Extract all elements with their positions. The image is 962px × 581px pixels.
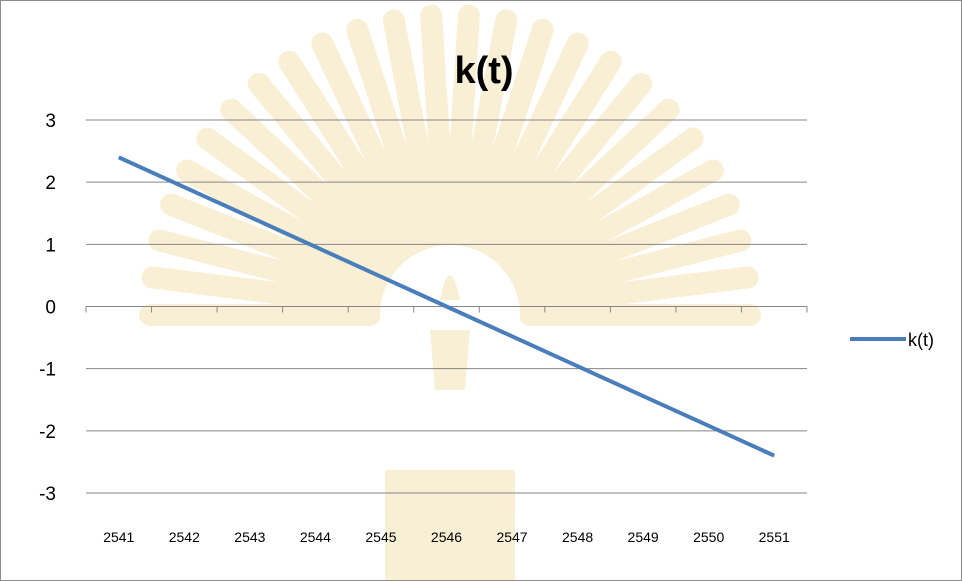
x-tick-label: 2547 <box>496 529 527 545</box>
y-axis-tick-labels: 3 2 1 0 -1 -2 -3 <box>39 111 56 505</box>
series-group <box>117 155 776 458</box>
gridlines <box>86 119 807 494</box>
x-tick-label: 2543 <box>234 529 265 545</box>
x-tick-label: 2550 <box>693 529 724 545</box>
y-tick-label: 3 <box>45 111 56 132</box>
x-tick-label: 2542 <box>169 529 200 545</box>
chart-title: k(t) <box>454 50 513 92</box>
y-tick-label: 0 <box>45 298 56 319</box>
x-tick-label: 2544 <box>300 529 331 545</box>
y-tick-label: -3 <box>39 484 56 505</box>
x-tick-label: 2541 <box>103 529 134 545</box>
x-tick-label: 2551 <box>759 529 790 545</box>
x-axis-tick-labels: 2541 2542 2543 2544 2545 2546 2547 2548 2549 2550… <box>103 529 790 545</box>
legend-label-kt: k(t) <box>908 330 934 350</box>
y-tick-label: -2 <box>39 422 56 443</box>
x-tick-label: 2548 <box>562 529 593 545</box>
x-tick-label: 2546 <box>431 529 462 545</box>
y-tick-label: 2 <box>45 173 56 194</box>
x-tick-label: 2545 <box>365 529 396 545</box>
y-tick-label: 1 <box>45 235 56 256</box>
x-tick-label: 2549 <box>628 529 659 545</box>
series-line-kt <box>117 155 776 458</box>
y-tick-label: -1 <box>39 360 56 381</box>
legend: k(t) <box>850 330 934 350</box>
